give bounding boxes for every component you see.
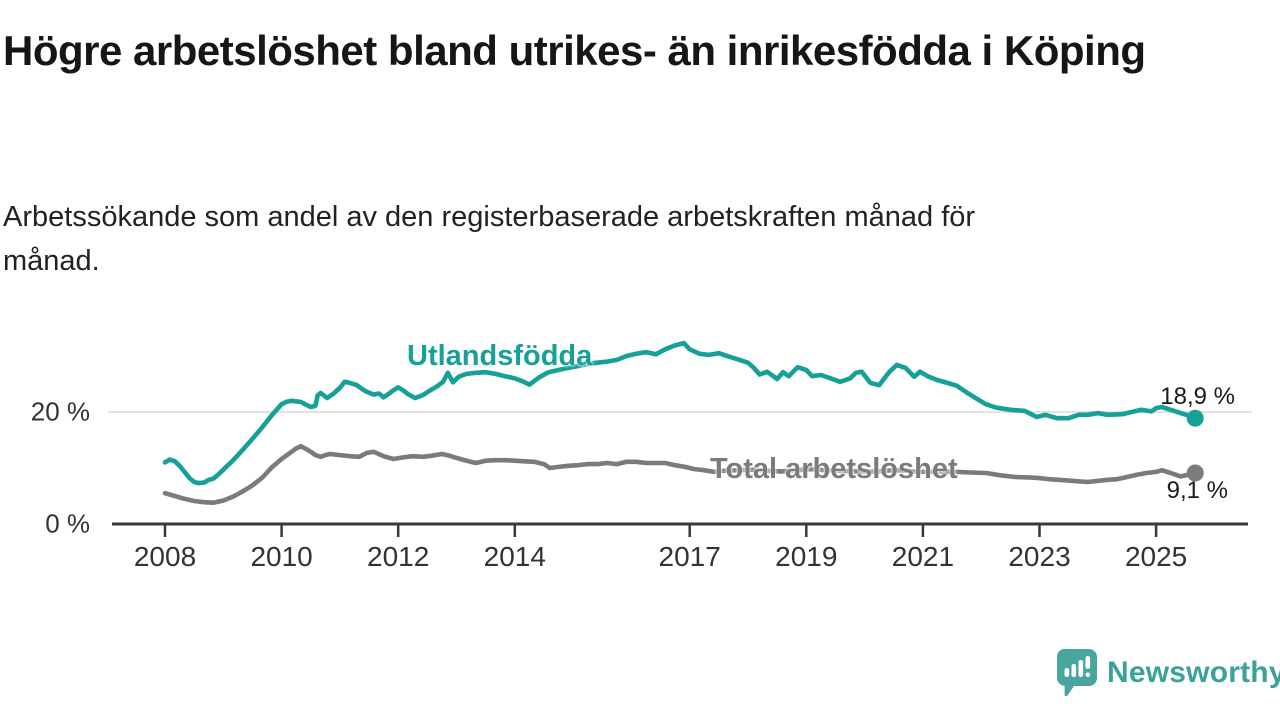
x-tick-label-2023: 2023 [1008, 541, 1071, 572]
series-label-total-arbetsloshet: Total arbetslöshet [710, 453, 958, 485]
y-tick-label-0: 0 % [45, 508, 90, 539]
series-line-1 [162, 443, 1198, 506]
page-title: Högre arbetslöshet bland utrikes- än inr… [3, 27, 1146, 74]
x-tick-label-2008: 2008 [133, 541, 197, 572]
series-end-dot-0 [1186, 409, 1204, 427]
x-tick-label-2010: 2010 [250, 541, 313, 572]
series-label-utlandsfodda: Utlandsfödda [407, 340, 593, 372]
x-tick-label-2025: 2025 [1124, 541, 1188, 572]
newsworthy-logo-icon [1057, 648, 1097, 697]
x-tick-label-2012: 2012 [367, 541, 430, 572]
logo-barchart-exclamation [1064, 656, 1091, 678]
x-tick-label-2021: 2021 [891, 541, 955, 572]
series-line-0 [162, 340, 1198, 486]
end-value-label-utlandsfodda: 18,9 % [1160, 383, 1235, 410]
x-tick-label-2014: 2014 [483, 541, 546, 572]
newsworthy-logo-text: Newsworthy [1107, 656, 1280, 689]
chart-subtitle-line-2: månad. [3, 244, 100, 277]
x-tick-label-2017: 2017 [658, 541, 721, 572]
series-end-dot-1 [1186, 464, 1204, 482]
chart-subtitle-line-1: Arbetssökande som andel av den registerb… [3, 201, 976, 233]
end-value-label-total: 9,1 % [1166, 477, 1228, 504]
newsworthy-logo: Newsworthy [1056, 648, 1280, 698]
x-tick-label-2019: 2019 [775, 541, 838, 572]
y-tick-label-20: 20 % [30, 396, 90, 427]
chart-subtitle: Arbetssökande som andel av den registerb… [3, 196, 1203, 283]
